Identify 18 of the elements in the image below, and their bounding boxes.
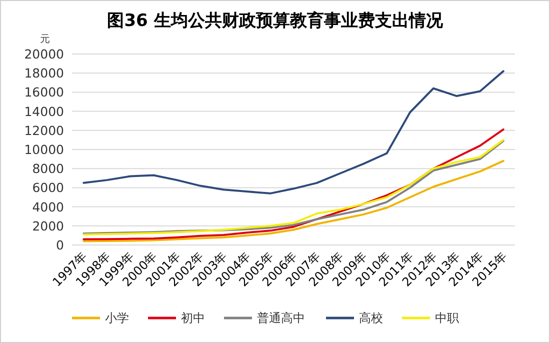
y-tick-label: 6000 xyxy=(32,180,64,196)
legend-label: 高校 xyxy=(359,311,383,325)
y-tick-label: 4000 xyxy=(32,199,64,214)
legend-label: 中职 xyxy=(435,311,459,325)
legend-label: 小学 xyxy=(105,311,129,325)
y-tick-label: 14000 xyxy=(24,104,64,119)
ylabel: 元 xyxy=(40,34,50,45)
y-tick-label: 8000 xyxy=(32,161,64,176)
y-tick-label: 20000 xyxy=(24,46,64,62)
legend-label: 普通高中 xyxy=(257,311,305,325)
y-tick-label: 2000 xyxy=(32,218,64,234)
y-tick-label: 12000 xyxy=(24,122,64,138)
y-tick-label: 10000 xyxy=(24,142,64,157)
legend-label: 初中 xyxy=(181,311,205,325)
title: 图36 生均公共财政预算教育事业费支出情况 xyxy=(107,11,443,31)
y-tick-label: 16000 xyxy=(24,84,64,100)
y-tick-label: 0 xyxy=(56,238,64,252)
y-tick-label: 18000 xyxy=(24,66,64,81)
